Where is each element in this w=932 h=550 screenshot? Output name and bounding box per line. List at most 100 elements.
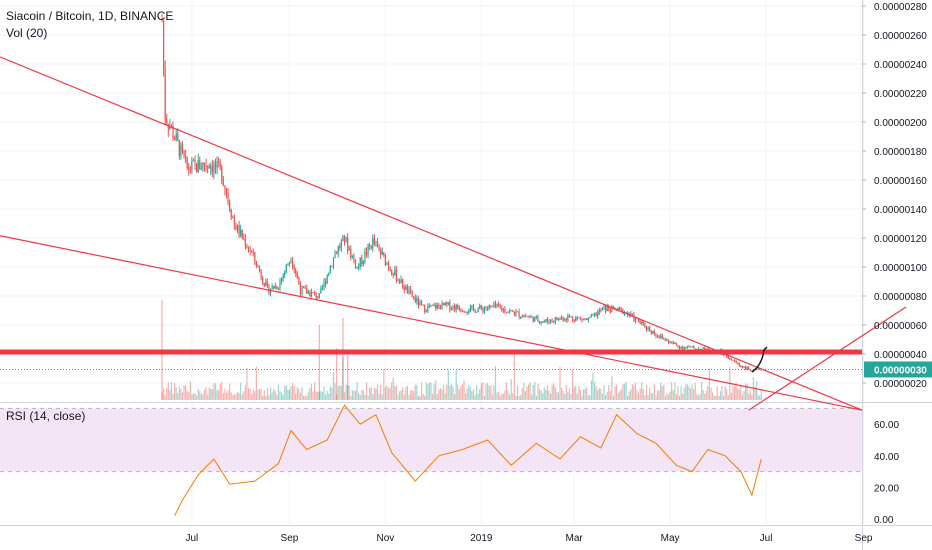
price-tick-label: 0.00000140 xyxy=(874,205,927,216)
volume-bar xyxy=(406,385,409,400)
candle-body xyxy=(386,263,388,265)
candle-body xyxy=(247,247,250,250)
candle-body xyxy=(161,20,163,22)
time-label-2019: 2019 xyxy=(470,533,493,544)
volume-bar xyxy=(339,385,341,400)
volume-bar xyxy=(721,385,723,400)
candle-body xyxy=(741,366,744,368)
candle-body xyxy=(417,298,420,306)
volume-bar xyxy=(677,386,679,400)
candle-body xyxy=(337,246,339,254)
candle-body xyxy=(422,304,424,306)
candle-body xyxy=(540,322,542,324)
candle-body xyxy=(617,307,619,311)
volume-bar xyxy=(743,391,745,400)
candle-body xyxy=(328,273,330,276)
volume-bar xyxy=(460,386,462,400)
volume-bar xyxy=(337,386,339,400)
rsi-tick-label: 60.00 xyxy=(874,420,899,431)
candle-body xyxy=(414,297,416,302)
candle-body xyxy=(336,253,338,255)
volume-bar xyxy=(521,387,523,400)
candle-body xyxy=(356,266,358,268)
volume-bar xyxy=(595,386,597,400)
candle-body xyxy=(645,327,648,330)
horizontal-level-line xyxy=(0,349,862,355)
candle-body xyxy=(164,67,166,120)
volume-bar xyxy=(619,390,621,400)
candle-body xyxy=(557,318,560,321)
candle-body xyxy=(737,362,739,364)
candle-body xyxy=(416,298,418,302)
volume-bar xyxy=(416,384,418,400)
volume-bar xyxy=(641,382,643,400)
volume-bar xyxy=(693,388,695,400)
volume-spike xyxy=(318,325,321,400)
volume-bar xyxy=(756,381,758,400)
volume-bar xyxy=(391,382,393,400)
volume-bar xyxy=(200,393,202,400)
candle-body xyxy=(262,277,264,284)
volume-bar xyxy=(298,388,300,400)
candle-body xyxy=(529,316,531,318)
volume-bar xyxy=(675,394,677,400)
candle-body xyxy=(299,284,302,294)
volume-bar xyxy=(642,388,644,400)
volume-bar xyxy=(162,387,165,400)
volume-bar xyxy=(370,387,372,400)
candle-body xyxy=(428,306,431,308)
volume-bar xyxy=(211,389,213,400)
volume-bar xyxy=(652,393,654,400)
candle-body xyxy=(474,309,476,313)
volume-bar xyxy=(616,384,618,400)
candle-body xyxy=(424,305,426,312)
candle-body xyxy=(738,363,740,366)
trendline-upper-descending xyxy=(0,56,863,411)
volume-bar xyxy=(661,386,663,400)
volume-bar xyxy=(277,384,280,400)
candle-body xyxy=(174,138,176,140)
candle-body xyxy=(523,315,525,318)
volume-bar xyxy=(732,386,734,400)
candle-body xyxy=(600,310,602,312)
volume-bar xyxy=(422,393,424,400)
candle-body xyxy=(384,255,386,265)
symbol-title: Siacoin / Bitcoin, 1D, BINANCE xyxy=(6,9,174,23)
volume-bar xyxy=(320,391,322,400)
volume-bar xyxy=(636,390,638,400)
volume-bar xyxy=(227,390,229,400)
candle-body xyxy=(744,366,747,370)
candle-body xyxy=(586,318,588,320)
volume-bar xyxy=(719,391,722,400)
volume-bar xyxy=(468,385,470,400)
candle-body xyxy=(229,201,231,210)
price-tick-label: 0.00000220 xyxy=(874,89,927,100)
candle-body xyxy=(575,318,577,322)
volume-bar xyxy=(243,391,245,400)
last-price-label: 0.00000030 xyxy=(874,365,927,376)
volume-bar xyxy=(496,392,498,400)
volume-bar xyxy=(210,388,212,400)
volume-bar xyxy=(650,392,652,400)
candle-body xyxy=(638,318,640,323)
candle-body xyxy=(757,368,759,370)
candle-body xyxy=(559,318,561,320)
candle-body xyxy=(631,313,633,315)
volume-bar xyxy=(191,394,193,400)
candle-body xyxy=(531,316,533,318)
volume-bar xyxy=(535,395,537,400)
candle-body xyxy=(693,346,695,349)
volume-bar xyxy=(181,392,184,400)
candle-body xyxy=(169,127,171,129)
volume-bar xyxy=(450,383,453,400)
volume-bar xyxy=(361,389,363,400)
price-tick-label: 0.00000060 xyxy=(874,321,927,332)
candle-body xyxy=(502,308,504,311)
volume-spike xyxy=(342,318,344,400)
volume-bar xyxy=(359,395,361,400)
candle-body xyxy=(465,311,467,313)
volume-bar xyxy=(409,390,412,400)
volume-bar xyxy=(565,385,567,400)
candle-body xyxy=(608,306,610,311)
